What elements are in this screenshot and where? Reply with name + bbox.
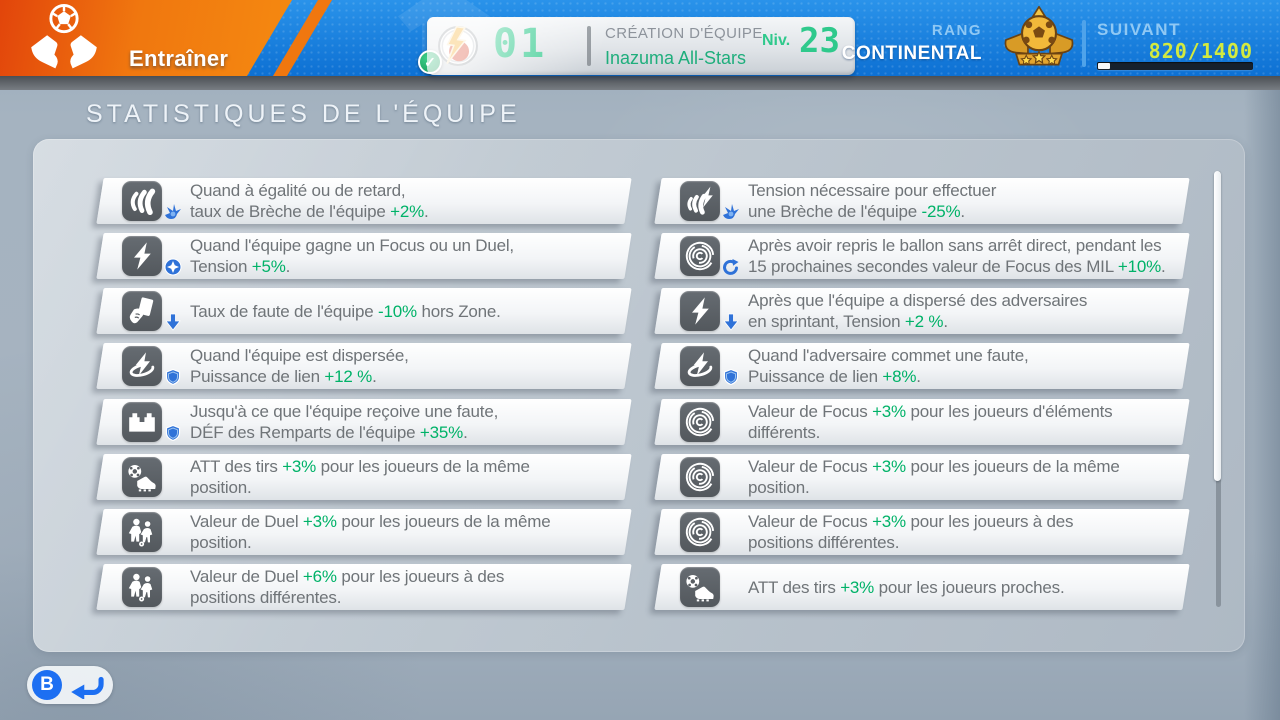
next-rank-label: SUIVANT (1097, 20, 1181, 39)
stat-text: Tension nécessaire pour effectuer une Br… (748, 181, 997, 221)
team-slot-number: 01 (493, 21, 548, 67)
stat-row: Après avoir repris le ballon sans arrêt … (658, 233, 1186, 279)
duel-players-icon (122, 512, 162, 552)
stat-text: Jusqu'à ce que l'équipe reçoive une faut… (190, 402, 499, 442)
duel-players-icon (122, 567, 162, 607)
stat-text: Après que l'équipe a dispersé des advers… (748, 291, 1088, 331)
back-button[interactable]: B (27, 666, 113, 704)
team-info-badge: 01 CRÉATION D'ÉQUIPE Inazuma All-Stars N… (418, 17, 855, 75)
shield-badge-icon (722, 368, 740, 386)
stat-text: Quand à égalité ou de retard, taux de Br… (190, 181, 429, 221)
stat-text: Valeur de Duel +3% pour les joueurs de l… (190, 512, 551, 552)
divider (1082, 20, 1086, 67)
stat-text: Valeur de Duel +6% pour les joueurs à de… (190, 567, 505, 607)
level-value: 23 (799, 21, 840, 61)
stat-row: Valeur de Focus +3% pour les joueurs de … (658, 454, 1186, 500)
tension-bolt-icon (680, 291, 720, 331)
down-arrow-badge-icon (722, 313, 740, 331)
stat-row: Valeur de Duel +6% pour les joueurs à de… (100, 564, 628, 610)
background-right-shade (1244, 90, 1280, 720)
stat-row: Valeur de Focus +3% pour les joueurs d'é… (658, 399, 1186, 445)
focus-target-icon (680, 512, 720, 552)
stat-row: ATT des tirs +3% pour les joueurs de la … (100, 454, 628, 500)
level-label: Niv. (762, 32, 791, 49)
stat-text: Taux de faute de l'équipe -10% hors Zone… (190, 301, 501, 321)
stat-row: Quand l'adversaire commet une faute, Pui… (658, 343, 1186, 389)
tension-bolt-icon (122, 236, 162, 276)
check-icon: ✓ (418, 50, 442, 74)
mode-label: CRÉATION D'ÉQUIPE (605, 25, 763, 42)
shot-boot-icon (680, 567, 720, 607)
stat-text: Quand l'équipe est dispersée, Puissance … (190, 346, 409, 386)
refresh-badge-icon (722, 258, 740, 276)
stat-row: Quand l'équipe est dispersée, Puissance … (100, 343, 628, 389)
stat-row: Valeur de Focus +3% pour les joueurs à d… (658, 509, 1186, 555)
rank-badge-icon (1000, 6, 1078, 74)
rampart-icon (122, 402, 162, 442)
shield-badge-icon (164, 424, 182, 442)
stat-row: Tension nécessaire pour effectuer une Br… (658, 178, 1186, 224)
down-arrow-badge-icon (164, 313, 182, 331)
stat-text: ATT des tirs +3% pour les joueurs de la … (190, 457, 530, 497)
link-bolt-icon (680, 346, 720, 386)
link-bolt-icon (122, 346, 162, 386)
divider (587, 26, 591, 66)
stats-column-right: Tension nécessaire pour effectuer une Br… (658, 178, 1186, 613)
stat-row: ATT des tirs +3% pour les joueurs proche… (658, 564, 1186, 610)
stat-text: Valeur de Focus +3% pour les joueurs à d… (748, 512, 1074, 552)
breach-bolt-icon (680, 181, 720, 221)
next-rank-progress-value: 820/1400 (1148, 39, 1253, 63)
rank-value: CONTINENTAL (841, 43, 982, 64)
stat-text: Valeur de Focus +3% pour les joueurs de … (748, 457, 1120, 497)
ball-and-boots-icon (12, 2, 116, 74)
b-button-icon: B (32, 670, 62, 700)
stat-row: Jusqu'à ce que l'équipe reçoive une faut… (100, 399, 628, 445)
stat-text: Après avoir repris le ballon sans arrêt … (748, 236, 1166, 276)
stat-text: Valeur de Focus +3% pour les joueurs d'é… (748, 402, 1113, 442)
breach-icon (122, 181, 162, 221)
page-mode-title: Entraîner (129, 46, 229, 71)
stat-row: Quand l'équipe gagne un Focus ou un Duel… (100, 233, 628, 279)
flame-badge-icon (164, 203, 182, 221)
stats-column-left: Quand à égalité ou de retard, taux de Br… (100, 178, 628, 613)
stat-row: Valeur de Duel +3% pour les joueurs de l… (100, 509, 628, 555)
stat-text: ATT des tirs +3% pour les joueurs proche… (748, 577, 1065, 597)
flame-badge-icon (722, 203, 740, 221)
focus-target-icon (680, 402, 720, 442)
rank-label: RANG (931, 22, 982, 39)
shield-badge-icon (164, 368, 182, 386)
focus-target-icon (680, 236, 720, 276)
focus-target-icon (680, 457, 720, 497)
lightning-emblem-icon (437, 25, 479, 67)
page-title: STATISTIQUES DE L'ÉQUIPE (86, 100, 521, 128)
foul-card-icon (122, 291, 162, 331)
header-shadow (0, 76, 1280, 90)
stat-text: Quand l'adversaire commet une faute, Pui… (748, 346, 1029, 386)
progress-fill (1098, 63, 1110, 69)
stat-row: Quand à égalité ou de retard, taux de Br… (100, 178, 628, 224)
stat-row: Taux de faute de l'équipe -10% hors Zone… (100, 288, 628, 334)
stat-row: Après que l'équipe a dispersé des advers… (658, 288, 1186, 334)
shot-boot-icon (122, 457, 162, 497)
return-arrow-icon (69, 671, 107, 699)
stat-text: Quand l'équipe gagne un Focus ou un Duel… (190, 236, 514, 276)
next-rank-progress-bar (1097, 62, 1253, 70)
scrollbar-thumb[interactable] (1214, 171, 1221, 481)
plus-badge-icon (164, 258, 182, 276)
team-name: Inazuma All-Stars (605, 48, 747, 68)
